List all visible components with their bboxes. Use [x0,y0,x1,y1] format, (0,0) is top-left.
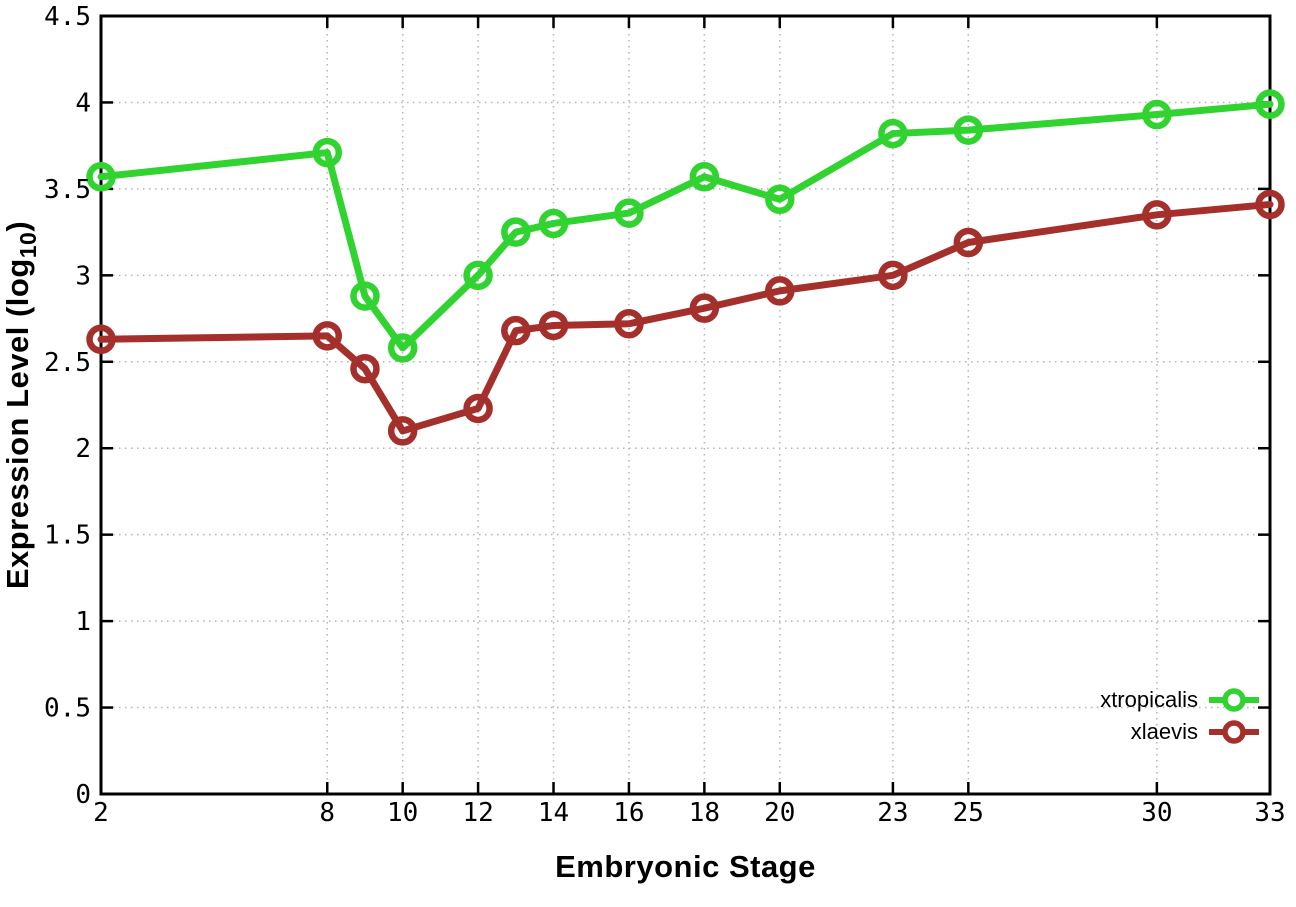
x-tick-label: 10 [387,798,418,828]
legend-marker-xlaevis [1206,718,1262,746]
data-point-xlaevis [689,293,720,323]
axis-ticks [99,14,1272,796]
data-point-xlaevis [765,276,795,306]
legend: xtropicalis xlaevis [1100,684,1262,748]
y-tick-label: 2 [75,434,91,464]
data-point-xtropicalis [463,260,493,291]
x-tick-label: 30 [1141,798,1172,828]
legend-marker-xtropicalis [1206,686,1262,714]
data-point-xlaevis [878,260,908,291]
x-tick-labels: 2 8 10 12 14 16 18 20 23 25 30 33 [93,798,1285,828]
legend-label-xlaevis: xlaevis [1130,719,1198,744]
y-tick-label: 2.5 [44,348,91,378]
data-point-xlaevis [953,227,984,258]
x-tick-label: 2 [93,798,109,828]
data-point-xtropicalis [387,333,418,363]
data-point-xtropicalis [86,162,116,192]
data-point-xlaevis [312,321,343,351]
data-point-xtropicalis [953,115,984,145]
legend-item-xtropicalis: xtropicalis [1100,684,1262,716]
y-tick-label: 1.5 [44,521,91,551]
y-tick-label: 3 [75,261,91,291]
data-point-xlaevis [501,315,531,346]
x-tick-label: 18 [689,798,720,828]
data-point-xlaevis [1255,189,1285,220]
y-tick-labels: 0 0.5 1 1.5 2 2.5 3 3.5 4 4.5 [44,2,91,810]
data-point-xtropicalis [501,217,531,247]
data-point-xlaevis [86,324,116,355]
data-point-xtropicalis [614,198,644,228]
legend-label-xtropicalis: xtropicalis [1100,687,1198,712]
x-tick-label: 33 [1254,798,1285,828]
y-tick-label: 4 [75,88,91,118]
x-tick-label: 20 [764,798,795,828]
data-point-xtropicalis [350,281,380,311]
y-tick-label: 1 [75,607,91,637]
data-point-xtropicalis [689,162,720,192]
y-tick-label: 0.5 [44,694,91,724]
series-line-xlaevis [97,200,1274,435]
y-axis-title: Expression Level (log10) [0,221,41,589]
data-point-xtropicalis [765,184,795,215]
data-point-xtropicalis [1255,89,1285,119]
y-tick-label: 3.5 [44,175,91,205]
series-markers-xlaevis [86,189,1285,446]
data-point-xlaevis [463,393,493,424]
plot-border [99,14,1272,796]
data-point-xlaevis [1142,200,1172,230]
x-tick-label: 12 [462,798,493,828]
y-tick-label: 4.5 [44,2,91,32]
data-point-xtropicalis [538,208,569,239]
x-tick-label: 8 [319,798,335,828]
data-point-xlaevis [387,416,418,446]
x-tick-label: 25 [953,798,984,828]
gridlines [100,15,1271,795]
x-tick-label: 23 [877,798,908,828]
data-point-xlaevis [538,310,569,341]
data-point-xlaevis [614,308,644,339]
x-axis-title: Embryonic Stage [555,849,816,884]
data-point-xtropicalis [878,118,908,149]
y-tick-label: 0 [75,780,91,810]
x-tick-label: 14 [538,798,569,828]
data-point-xtropicalis [312,137,343,168]
data-point-xlaevis [350,353,380,384]
data-point-xtropicalis [1142,99,1172,130]
x-tick-label: 16 [613,798,644,828]
series-markers-xtropicalis [86,89,1285,363]
legend-item-xlaevis: xlaevis [1131,716,1262,748]
